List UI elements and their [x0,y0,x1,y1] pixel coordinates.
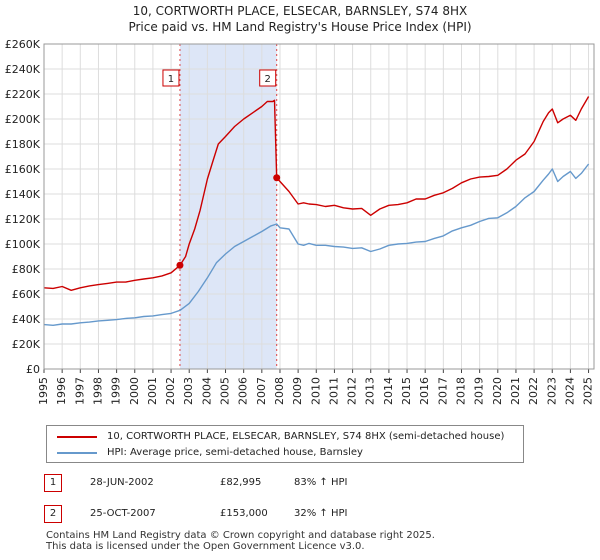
sale-date: 28-JUN-2002 [90,477,154,488]
footer-copyright: Contains HM Land Registry data © Crown c… [46,530,435,541]
x-tick-label: 2005 [219,377,232,405]
event-label-box [162,69,180,87]
sale-row-1: 1 28-JUN-2002 £82,995 83% ↑ HPI [44,474,564,494]
x-tick-label: 2022 [527,377,540,405]
x-tick-label: 1995 [37,377,50,405]
y-tick-label: £120K [5,213,41,226]
ownership-shade [179,44,277,369]
x-tick-label: 2010 [309,377,322,405]
legend-label-property: 10, CORTWORTH PLACE, ELSECAR, BARNSLEY, … [107,431,505,442]
sale-badge: 1 [44,474,62,492]
y-tick-label: £140K [5,188,41,201]
sale-point [273,174,281,182]
sale-point [176,261,184,269]
sale-price: £82,995 [220,477,262,488]
y-tick-label: £60K [12,288,41,301]
sale-date: 25-OCT-2007 [90,508,156,519]
x-tick-label: 1997 [73,377,86,405]
x-tick-label: 2016 [418,377,431,405]
sale-price: £153,000 [220,508,268,519]
x-tick-label: 2008 [273,377,286,405]
y-tick-label: £260K [5,38,41,51]
sale-badge: 2 [44,505,62,523]
x-tick-label: 2006 [237,377,250,405]
legend-swatch-property [57,436,97,438]
y-tick-label: £0 [26,363,40,376]
x-tick-label: 1996 [55,377,68,405]
footer: Contains HM Land Registry data © Crown c… [46,530,435,552]
y-tick-label: £180K [5,138,41,151]
x-tick-label: 2015 [400,377,413,405]
x-tick-label: 2012 [346,377,359,405]
x-tick-label: 2007 [255,377,268,405]
sale-hpi-change: 32% ↑ HPI [294,508,348,519]
y-tick-label: £20K [12,338,41,351]
legend-label-hpi: HPI: Average price, semi-detached house,… [107,447,363,458]
x-tick-label: 1999 [110,377,123,405]
sale-row-2: 2 25-OCT-2007 £153,000 32% ↑ HPI [44,505,564,525]
x-tick-label: 2011 [327,377,340,405]
x-tick-label: 1998 [91,377,104,405]
event-label-box [259,69,277,87]
chart-title: 10, CORTWORTH PLACE, ELSECAR, BARNSLEY, … [132,4,468,18]
x-tick-label: 2003 [182,377,195,405]
x-tick-label: 2009 [291,377,304,405]
x-tick-label: 2002 [164,377,177,405]
x-tick-label: 2021 [509,377,522,405]
legend: 10, CORTWORTH PLACE, ELSECAR, BARNSLEY, … [46,425,524,463]
y-tick-label: £240K [5,63,41,76]
y-tick-label: £100K [5,238,41,251]
x-tick-label: 2013 [364,377,377,405]
x-tick-label: 2014 [382,377,395,405]
x-tick-label: 2019 [473,377,486,405]
x-tick-label: 2000 [128,377,141,405]
hpi-line [43,163,590,326]
event-label: 2 [265,74,271,85]
y-tick-label: £80K [12,263,41,276]
property-price-line [43,96,590,291]
x-tick-label: 2023 [545,377,558,405]
y-tick-label: £40K [12,313,41,326]
sale-hpi-change: 83% ↑ HPI [294,477,348,488]
x-tick-label: 2020 [491,377,504,405]
x-tick-label: 2004 [200,377,213,405]
y-tick-label: £160K [5,163,41,176]
x-tick-label: 2018 [454,377,467,405]
event-label: 1 [168,74,174,85]
plot-border [43,43,595,370]
chart-subtitle: Price paid vs. HM Land Registry's House … [128,20,472,34]
x-tick-label: 2024 [563,377,576,405]
x-tick-label: 2001 [146,377,159,405]
y-tick-label: £220K [5,88,41,101]
x-tick-label: 2017 [436,377,449,405]
price-chart: £0 £20K £40K £60K £80K £100K £120K £140K £160K £1… [5,38,595,405]
legend-swatch-hpi [57,452,97,454]
footer-licence: This data is licensed under the Open Gov… [46,541,365,552]
x-tick-label: 2025 [582,377,595,405]
y-tick-label: £200K [5,113,41,126]
